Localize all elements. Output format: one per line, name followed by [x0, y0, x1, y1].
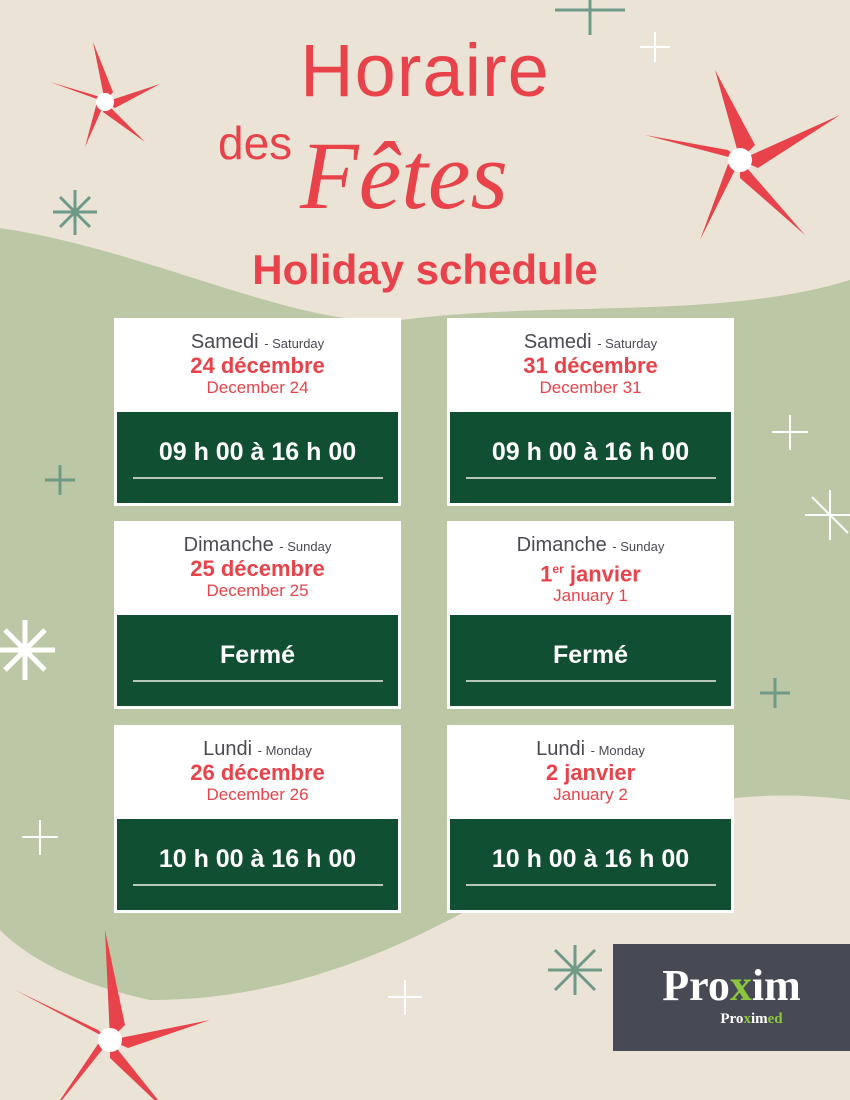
date-fr: 24 décembre: [190, 353, 325, 378]
schedule-card: Dimanche - Sunday 1er janvier January 1 …: [447, 521, 734, 709]
divider: [465, 884, 716, 886]
divider: [132, 680, 383, 682]
schedule-card: Samedi - Saturday 24 décembre December 2…: [114, 318, 401, 506]
day-label: Lundi - Monday: [203, 738, 312, 760]
hours: 10 h 00 à 16 h 00: [158, 845, 357, 873]
divider: [465, 477, 716, 479]
date-en: December 24: [206, 378, 309, 397]
proxim-logo: Proxim Proximed: [613, 944, 850, 1051]
date-fr: 2 janvier: [545, 760, 636, 785]
hours: 09 h 00 à 16 h 00: [491, 438, 690, 466]
schedule-card: Lundi - Monday 26 décembre December 26 1…: [114, 725, 401, 913]
schedule-card: Dimanche - Sunday 25 décembre December 2…: [114, 521, 401, 709]
date-fr: 26 décembre: [190, 760, 325, 785]
hours: 09 h 00 à 16 h 00: [158, 438, 357, 466]
title-des: des: [218, 117, 293, 169]
date-en: January 2: [553, 785, 628, 804]
day-label: Lundi - Monday: [536, 738, 645, 760]
divider: [132, 884, 383, 886]
schedule-card: Lundi - Monday 2 janvier January 2 10 h …: [447, 725, 734, 913]
sparkle-icon: [0, 32, 850, 1015]
date-en: December 25: [206, 581, 309, 600]
date-fr: 31 décembre: [523, 353, 658, 378]
day-label: Samedi - Saturday: [523, 331, 658, 353]
date-fr: 1er janvier: [540, 561, 641, 587]
date-fr: 25 décembre: [190, 556, 325, 581]
divider: [465, 680, 716, 682]
day-label: Dimanche - Sunday: [516, 534, 665, 556]
date-en: January 1: [553, 586, 628, 606]
divider: [132, 477, 383, 479]
hours: Fermé: [219, 641, 296, 669]
day-label: Samedi - Saturday: [190, 331, 325, 353]
date-en: December 26: [206, 785, 309, 804]
title-horaire: Horaire: [300, 29, 550, 112]
schedule-card: Samedi - Saturday 31 décembre December 3…: [447, 318, 734, 506]
date-en: December 31: [539, 378, 642, 397]
day-label: Dimanche - Sunday: [183, 534, 332, 556]
hours: 10 h 00 à 16 h 00: [491, 845, 690, 873]
title-fetes: Fêtes: [300, 122, 508, 229]
snowflake-icon: [45, 0, 790, 995]
poinsettia-icon: [15, 42, 840, 1100]
title-holiday-schedule: Holiday schedule: [252, 246, 598, 293]
hours: Fermé: [552, 641, 629, 669]
